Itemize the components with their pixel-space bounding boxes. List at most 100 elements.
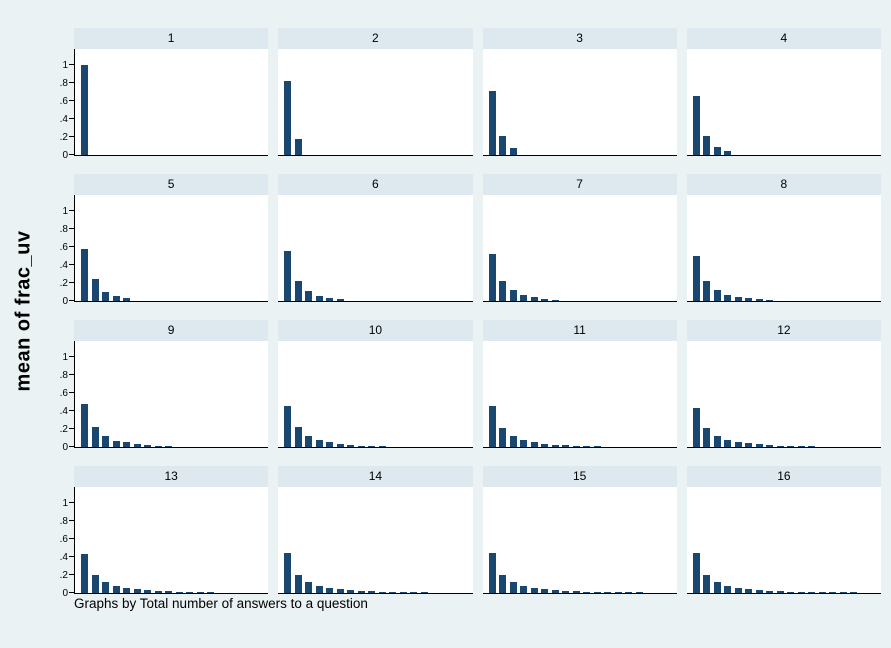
bar-rank-2: [703, 136, 711, 155]
y-tick-label: 0: [62, 442, 68, 453]
panel-16: 16: [686, 466, 881, 594]
bar-rank-7: [347, 445, 355, 447]
y-tick-mark: [69, 64, 74, 65]
bar-rank-8: [357, 446, 365, 447]
bar-rank-1: [488, 553, 496, 593]
bar-rank-3: [509, 582, 517, 593]
y-tick-mark: [69, 300, 74, 301]
panel-plot: [686, 341, 881, 448]
bar-rank-6: [336, 589, 344, 593]
bar-rank-4: [520, 295, 527, 301]
bar-rank-12: [808, 592, 816, 593]
y-tick-label: 1: [62, 352, 68, 363]
bar-rank-15: [839, 592, 847, 593]
bar-rank-3: [713, 290, 721, 301]
bar-rank-11: [389, 592, 397, 593]
bar-rank-7: [144, 590, 151, 593]
y-tick-label: .2: [59, 132, 68, 143]
bar-rank-11: [797, 592, 805, 593]
panel-plot: [278, 49, 473, 156]
bar-rank-12: [808, 446, 816, 447]
panel-plot: 0 .2 .4 .6 .8 1: [60, 341, 269, 453]
y-tick-label: .8: [59, 516, 68, 527]
panel-plot: 0 .2 .4 .6 .8 1: [60, 487, 269, 599]
bar-rank-3: [102, 582, 109, 593]
y-tick-label: .6: [59, 534, 68, 545]
y-tick-label: .4: [59, 114, 68, 125]
bar-rank-10: [583, 592, 590, 593]
panel-plot: [482, 341, 677, 448]
y-tick-mark: [69, 210, 74, 211]
y-tick-mark: [69, 246, 74, 247]
y-tick-mark: [69, 446, 74, 447]
panel-4: 4: [686, 28, 881, 156]
bar-rank-2: [91, 427, 99, 447]
bar-rank-7: [347, 590, 355, 593]
bar-rank-11: [593, 592, 601, 593]
bar-rank-5: [123, 442, 130, 447]
bar-rank-7: [755, 299, 763, 301]
bar-rank-8: [766, 300, 774, 301]
panel-plot: [278, 341, 473, 448]
panel-title: 15: [482, 466, 677, 487]
bar-rank-5: [734, 588, 742, 593]
bar-rank-2: [91, 575, 99, 593]
bar-rank-14: [829, 592, 837, 593]
panel-title: 7: [482, 174, 677, 195]
bar-rank-6: [541, 589, 548, 593]
bar-rank-7: [755, 590, 763, 593]
panel-plot: 0 .2 .4 .6 .8 1: [60, 49, 269, 161]
panel-title: 6: [278, 174, 473, 195]
bar-rank-6: [133, 444, 141, 447]
y-tick-mark: [69, 538, 74, 539]
bar-rank-5: [123, 298, 130, 301]
panel-title: 2: [278, 28, 473, 49]
bar-rank-2: [294, 139, 302, 155]
panel-title: 4: [686, 28, 881, 49]
bar-rank-7: [144, 445, 151, 447]
bar-rank-15: [635, 592, 643, 593]
panel-title: 1: [74, 28, 269, 49]
bar-rank-1: [81, 65, 88, 155]
panel-6: 6: [278, 174, 473, 302]
y-tick-label: .6: [59, 388, 68, 399]
bar-rank-7: [551, 300, 559, 301]
bar-rank-4: [724, 586, 732, 593]
bar-rank-3: [509, 290, 517, 301]
bar-rank-8: [154, 591, 162, 593]
bar-rank-8: [766, 445, 774, 447]
panel-15: 15: [482, 466, 677, 594]
bar-rank-4: [520, 586, 527, 593]
bar-rank-10: [378, 446, 386, 447]
bar-rank-4: [112, 441, 120, 447]
bar-rank-8: [766, 591, 774, 593]
y-tick-mark: [69, 410, 74, 411]
y-tick-label: .2: [59, 278, 68, 289]
panel-title: 3: [482, 28, 677, 49]
y-tick-label: 1: [62, 206, 68, 217]
y-tick-mark: [69, 100, 74, 101]
bar-rank-7: [551, 590, 559, 593]
bar-rank-2: [499, 428, 506, 447]
bar-rank-5: [326, 442, 334, 447]
bar-rank-1: [488, 254, 496, 301]
y-tick-label: .2: [59, 424, 68, 435]
bar-rank-3: [305, 582, 313, 593]
bar-rank-5: [734, 297, 742, 301]
panel-plot: [686, 195, 881, 302]
y-tick-mark: [69, 502, 74, 503]
y-tick-label: .4: [59, 552, 68, 563]
bar-rank-16: [850, 592, 858, 593]
bar-rank-2: [703, 281, 711, 301]
bar-rank-6: [336, 299, 344, 301]
bar-rank-3: [102, 292, 109, 301]
y-tick-label: .8: [59, 78, 68, 89]
bar-rank-3: [509, 148, 517, 155]
y-tick-label: 1: [62, 498, 68, 509]
panel-plot: [482, 49, 677, 156]
bar-rank-14: [420, 592, 428, 593]
bar-rank-2: [703, 575, 711, 593]
bar-rank-1: [692, 553, 700, 593]
panel-title: 11: [482, 320, 677, 341]
